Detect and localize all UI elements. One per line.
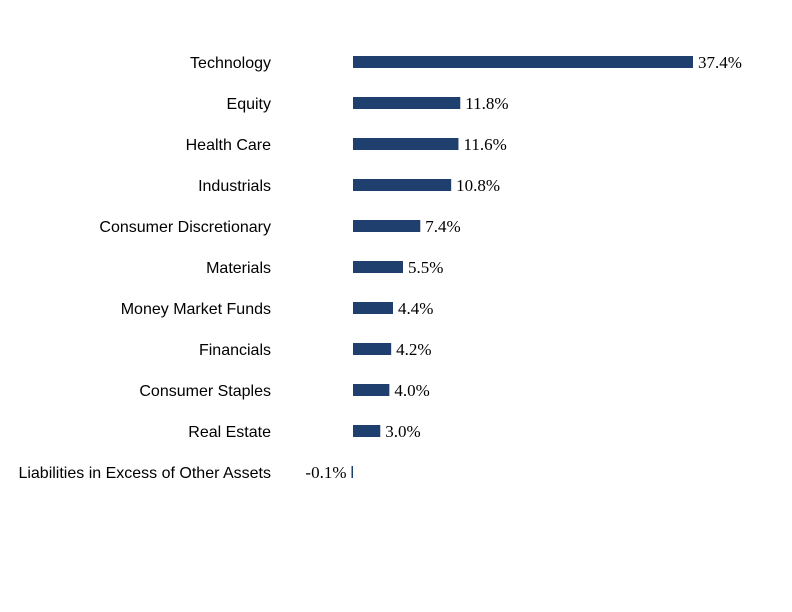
- value-label: 3.0%: [385, 422, 420, 441]
- bar: [353, 179, 452, 191]
- bar: [353, 425, 381, 437]
- category-label: Health Care: [186, 137, 271, 154]
- bar: [353, 97, 461, 109]
- value-labels: 37.4% 11.8% 11.6% 10.8% 7.4% 5.5% 4.4% 4.2% 4.0%…: [305, 53, 742, 482]
- category-label: Consumer Staples: [139, 383, 271, 400]
- bar: [351, 466, 353, 478]
- category-labels: Technology Equity Health Care Industrials Co…: [18, 55, 271, 482]
- category-label: Real Estate: [188, 424, 271, 441]
- value-label: 4.4%: [398, 299, 433, 318]
- bars: [351, 56, 693, 478]
- value-label: 4.2%: [396, 340, 431, 359]
- bar: [353, 220, 421, 232]
- value-label: 11.8%: [465, 94, 508, 113]
- category-label: Financials: [199, 342, 271, 359]
- bar: [353, 261, 403, 273]
- bar: [353, 343, 392, 355]
- value-label: 5.5%: [408, 258, 443, 277]
- bar: [353, 384, 390, 396]
- bar: [353, 56, 693, 68]
- category-label: Money Market Funds: [121, 301, 271, 318]
- bar: [353, 138, 459, 150]
- category-label: Equity: [227, 96, 271, 113]
- bar: [353, 302, 393, 314]
- category-label: Materials: [206, 260, 271, 277]
- value-label: 11.6%: [463, 135, 506, 154]
- category-label: Industrials: [198, 178, 271, 195]
- category-label: Liabilities in Excess of Other Assets: [18, 465, 271, 482]
- category-label: Technology: [190, 55, 271, 72]
- value-label: 4.0%: [394, 381, 429, 400]
- value-label: 37.4%: [698, 53, 742, 72]
- value-label: -0.1%: [305, 463, 346, 482]
- category-label: Consumer Discretionary: [99, 219, 271, 236]
- value-label: 7.4%: [425, 217, 460, 236]
- value-label: 10.8%: [456, 176, 500, 195]
